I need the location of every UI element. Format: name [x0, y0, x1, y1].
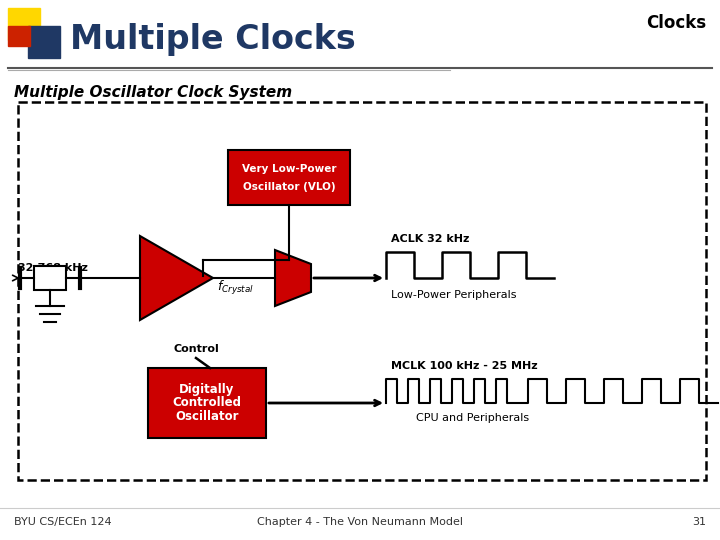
Text: Clocks: Clocks — [646, 14, 706, 32]
Text: Chapter 4 - The Von Neumann Model: Chapter 4 - The Von Neumann Model — [257, 517, 463, 527]
Text: Oscillator: Oscillator — [175, 410, 239, 423]
Text: 32.768 kHz: 32.768 kHz — [18, 263, 88, 273]
Text: Multiple Clocks: Multiple Clocks — [70, 24, 356, 57]
Bar — [8, 26, 30, 46]
Polygon shape — [275, 250, 311, 306]
Text: Multiple Oscillator Clock System: Multiple Oscillator Clock System — [14, 85, 292, 100]
Text: ACLK 32 kHz: ACLK 32 kHz — [391, 234, 469, 244]
Text: Low-Power Peripherals: Low-Power Peripherals — [391, 290, 516, 300]
Text: Very Low-Power: Very Low-Power — [242, 164, 336, 173]
Text: 31: 31 — [692, 517, 706, 527]
Text: BYU CS/ECEn 124: BYU CS/ECEn 124 — [14, 517, 112, 527]
Text: $f_{Crystal}$: $f_{Crystal}$ — [217, 279, 254, 297]
Bar — [18, 102, 706, 480]
Text: Controlled: Controlled — [173, 396, 241, 409]
Bar — [228, 150, 350, 205]
Bar — [28, 26, 60, 58]
Text: CPU and Peripherals: CPU and Peripherals — [416, 413, 529, 423]
Bar — [34, 266, 66, 290]
Text: Digitally: Digitally — [179, 382, 235, 395]
Text: Control: Control — [173, 344, 219, 354]
Text: Oscillator (VLO): Oscillator (VLO) — [243, 181, 336, 192]
Bar — [148, 368, 266, 438]
Polygon shape — [140, 236, 213, 320]
Bar — [8, 8, 40, 40]
Text: MCLK 100 kHz - 25 MHz: MCLK 100 kHz - 25 MHz — [391, 361, 538, 371]
